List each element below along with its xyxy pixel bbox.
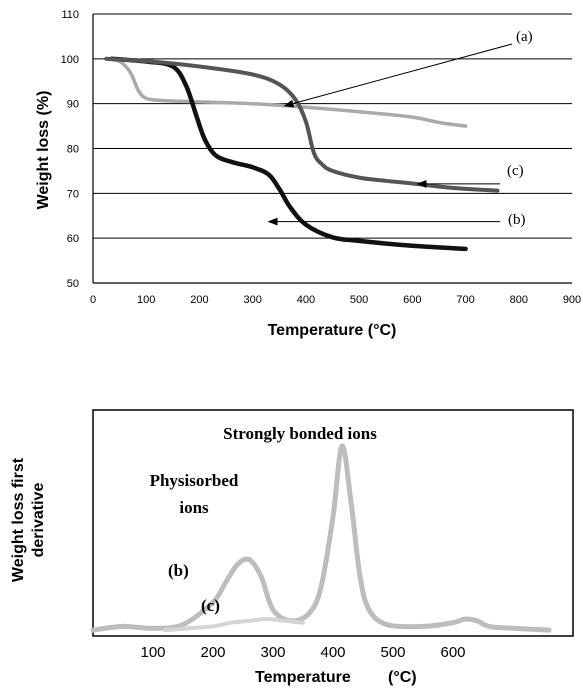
series-line-c — [104, 56, 500, 193]
derivative-series-b — [90, 443, 552, 633]
label-b: (b) — [168, 561, 189, 580]
x-tick-label: 800 — [510, 294, 528, 306]
annotation-c: (c) — [507, 163, 524, 179]
y-tick-label: 60 — [67, 233, 79, 245]
x-tick-label: 900 — [563, 294, 581, 306]
gridlines — [93, 13, 572, 239]
x-axis-unit: (°C) — [388, 669, 417, 686]
x-tick-label: 400 — [297, 294, 315, 306]
x-tick-labels: 100 200 300 400 500 600 — [140, 644, 465, 661]
y-tick-label: 80 — [67, 144, 79, 156]
y-axis-title-line2: derivative — [30, 483, 47, 558]
arrow-a — [283, 43, 513, 108]
x-tick-label: 100 — [137, 294, 155, 306]
y-tick-label: 50 — [67, 278, 79, 290]
y-tick-label: 70 — [67, 188, 79, 200]
x-tick-label: 200 — [190, 294, 208, 306]
x-tick-label: 600 — [440, 644, 465, 661]
label-strongly-bonded: Strongly bonded ions — [223, 424, 377, 443]
y-tick-label: 90 — [67, 99, 79, 111]
data-series — [90, 443, 552, 633]
x-tick-label: 300 — [243, 294, 261, 306]
derivative-chart: 100 200 300 400 500 600 Strongly bonded ions … — [10, 409, 574, 686]
x-tick-label: 200 — [200, 644, 225, 661]
label-physisorbed: Physisorbed — [150, 471, 239, 490]
y-axis-title: Weight loss first derivative — [10, 457, 47, 582]
y-axis-title: Weight loss (%) — [35, 91, 52, 210]
x-tick-label: 0 — [90, 294, 96, 306]
x-tick-label: 700 — [456, 294, 474, 306]
y-axis-title-line1: Weight loss first — [10, 457, 27, 582]
x-tick-label: 500 — [350, 294, 368, 306]
x-tick-label: 600 — [403, 294, 421, 306]
series-line-a — [104, 57, 468, 128]
x-tick-labels: 0 100 200 300 400 500 600 700 800 900 — [90, 294, 581, 306]
y-tick-label: 110 — [61, 9, 79, 21]
x-tick-label: 500 — [380, 644, 405, 661]
derivative-series-c — [163, 617, 305, 633]
x-axis-title: Temperature — [255, 669, 351, 686]
x-tick-label: 400 — [320, 644, 345, 661]
annotation-arrows — [267, 43, 513, 226]
annotation-a: (a) — [516, 29, 533, 45]
y-tick-label: 100 — [61, 54, 79, 66]
tga-chart: 0 100 200 300 400 500 600 700 800 900 50 60 70 80 90 1… — [35, 9, 581, 339]
label-c: (c) — [201, 596, 220, 615]
axes — [92, 14, 572, 284]
y-tick-labels: 50 60 70 80 90 100 110 — [61, 9, 79, 290]
x-tick-label: 100 — [140, 644, 165, 661]
x-tick-label: 300 — [260, 644, 285, 661]
series-line-b — [109, 56, 468, 252]
data-series — [104, 56, 500, 252]
x-axis-title: Temperature (°C) — [268, 322, 397, 339]
label-ions: ions — [179, 498, 209, 517]
annotation-b: (b) — [508, 212, 526, 228]
